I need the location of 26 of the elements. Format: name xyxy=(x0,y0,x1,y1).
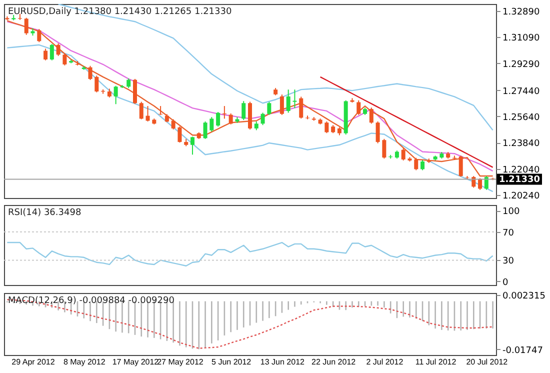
y-tick-label: 1.25640 xyxy=(502,113,540,123)
y-tick-label: 1.22040 xyxy=(502,165,540,176)
y-tick-label: 1.32890 xyxy=(502,7,540,18)
y-tick-label: 70 xyxy=(502,228,514,238)
y-tick-label: 1.29290 xyxy=(502,60,540,70)
chart-title: EURUSD,Daily 1.21380 1.21430 1.21265 1.21330 xyxy=(8,7,232,17)
x-tick-label: 13 Jun 2012 xyxy=(260,358,306,366)
x-tick-label: 20 Jul 2012 xyxy=(466,358,508,366)
y-tick-label: 0 xyxy=(502,278,508,288)
x-tick-label: 2 Jul 2012 xyxy=(366,358,404,366)
x-tick-label: 11 Jul 2012 xyxy=(415,358,457,366)
x-tick-label: 29 Apr 2012 xyxy=(12,358,56,366)
y-tick-label: 100 xyxy=(502,207,520,218)
y-tick-label: 0.002315 xyxy=(502,291,546,302)
y-tick-label: 1.23840 xyxy=(502,139,540,150)
x-tick-label: 5 Jun 2012 xyxy=(212,358,252,366)
x-tick-label: 22 Jun 2012 xyxy=(312,358,356,366)
ref-line-label: 1.21330 xyxy=(499,175,540,186)
x-tick-label: 27 May 2012 xyxy=(157,358,204,366)
y-tick-label: 1.27440 xyxy=(502,86,540,97)
y-tick-label: 1.31090 xyxy=(502,34,540,44)
chart-title: RSI(14) 36.3498 xyxy=(8,208,82,218)
y-tick-label: 1.20240 xyxy=(502,192,540,202)
y-tick-label: 30 xyxy=(502,256,514,267)
x-tick-label: 8 May 2012 xyxy=(63,358,106,366)
y-tick-label: -0.01747 xyxy=(502,346,543,356)
